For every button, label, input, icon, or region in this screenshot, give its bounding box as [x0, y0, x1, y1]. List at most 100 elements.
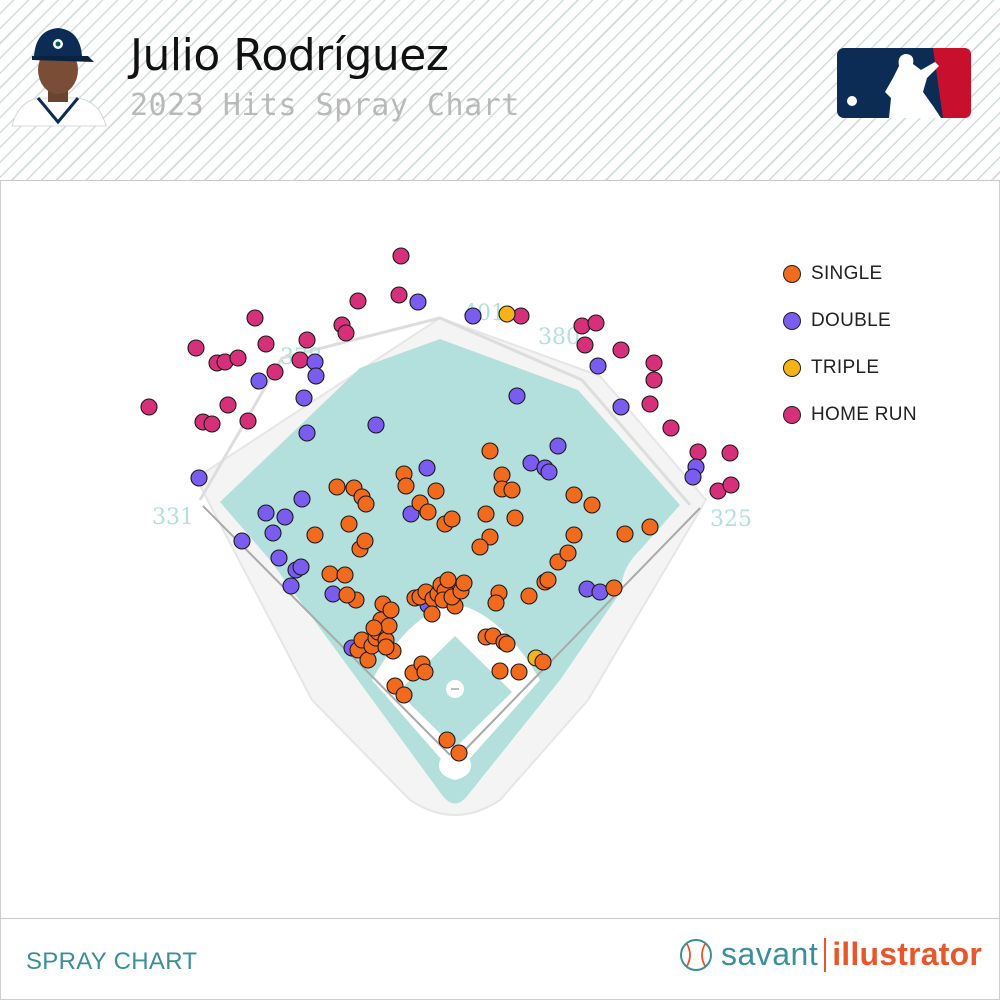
legend-swatch-single: [783, 264, 801, 283]
hit-point-single-50: [455, 574, 473, 592]
footer-divider: [0, 918, 1000, 919]
hit-point-single-25: [365, 619, 383, 637]
legend-swatch-double: [783, 311, 801, 330]
hit-point-double-3: [257, 504, 275, 522]
hit-point-home-run-21: [587, 314, 605, 332]
hit-point-triple-0: [498, 305, 516, 323]
legend-label-triple: TRIPLE: [811, 356, 880, 378]
hit-point-single-65: [498, 635, 516, 653]
fence-label-left-field: 331: [152, 505, 194, 530]
hit-point-single-77: [616, 525, 634, 543]
hit-point-double-30: [589, 357, 607, 375]
hit-point-single-46: [439, 571, 457, 589]
legend-swatch-home-run: [783, 405, 801, 424]
baseball-icon: [679, 938, 712, 971]
hit-point-single-21: [380, 617, 398, 635]
hit-point-double-14: [307, 367, 325, 385]
hit-point-home-run-16: [349, 292, 367, 310]
hit-point-single-70: [539, 571, 557, 589]
hit-point-home-run-29: [721, 444, 739, 462]
legend-item-single: SINGLE: [783, 250, 917, 297]
legend-label-double: DOUBLE: [811, 309, 891, 331]
hit-point-single-58: [503, 481, 521, 499]
hit-point-double-29: [591, 583, 609, 601]
hit-point-home-run-17: [390, 286, 408, 304]
hit-point-single-3: [336, 566, 354, 584]
fence-label-right-center: 380: [538, 325, 580, 350]
hit-point-single-10: [357, 495, 375, 513]
hit-point-single-78: [641, 518, 659, 536]
hit-point-home-run-13: [298, 331, 316, 349]
hit-point-single-33: [397, 477, 415, 495]
hit-point-single-55: [481, 442, 499, 460]
hit-point-single-22: [382, 601, 400, 619]
hit-point-single-76: [605, 579, 623, 597]
hit-point-double-26: [540, 463, 558, 481]
hit-point-double-0: [190, 469, 208, 487]
hit-point-single-51: [423, 605, 441, 623]
hit-point-double-33: [684, 468, 702, 486]
hit-point-single-74: [565, 486, 583, 504]
hit-point-home-run-6: [219, 396, 237, 414]
hit-point-home-run-19: [512, 307, 530, 325]
hit-point-double-18: [402, 505, 420, 523]
fence-label-right-field: 325: [710, 507, 752, 532]
hit-point-double-23: [508, 387, 526, 405]
hit-point-single-36: [427, 482, 445, 500]
hit-point-double-9: [292, 558, 310, 576]
hit-point-single-75: [583, 496, 601, 514]
hit-point-home-run-23: [612, 341, 630, 359]
hit-point-double-19: [409, 293, 427, 311]
hit-point-single-68: [520, 587, 538, 605]
hit-point-home-run-11: [266, 363, 284, 381]
hit-point-single-27: [395, 686, 413, 704]
hit-point-single-54: [471, 538, 489, 556]
legend-item-home-run: HOME RUN: [783, 391, 917, 438]
hit-point-home-run-0: [140, 398, 158, 416]
hit-point-home-run-9: [246, 309, 264, 327]
hit-points: [140, 247, 740, 762]
player-headshot: [11, 28, 107, 127]
hit-point-home-run-8: [239, 412, 257, 430]
legend-swatch-triple: [783, 358, 801, 377]
hit-point-double-11: [295, 389, 313, 407]
hit-point-single-72: [559, 544, 577, 562]
hit-point-single-9: [356, 532, 374, 550]
hit-point-single-2: [328, 478, 346, 496]
hit-point-single-24: [377, 638, 395, 656]
hit-point-single-52: [477, 505, 495, 523]
hit-point-home-run-15: [337, 324, 355, 342]
hit-point-single-79: [534, 653, 552, 671]
hit-point-home-run-18: [392, 247, 410, 265]
hit-point-single-11: [338, 586, 356, 604]
hit-point-home-run-25: [645, 371, 663, 389]
hit-point-single-4: [340, 515, 358, 533]
hit-point-home-run-31: [722, 476, 740, 494]
hit-point-single-35: [419, 503, 437, 521]
hit-point-home-run-26: [641, 395, 659, 413]
hit-point-home-run-1: [187, 339, 205, 357]
right-foul-line: [459, 507, 701, 756]
hit-point-home-run-27: [662, 419, 680, 437]
hit-point-home-run-28: [689, 443, 707, 461]
hit-point-single-38: [443, 510, 461, 528]
outfield-wall: [198, 316, 692, 506]
hit-point-home-run-12: [291, 351, 309, 369]
mlb-logo: [837, 48, 971, 118]
footer-section-label: SPRAY CHART: [26, 948, 198, 975]
hit-point-home-run-7: [229, 349, 247, 367]
hit-point-double-17: [367, 416, 385, 434]
hit-point-single-1: [321, 565, 339, 583]
hit-point-double-2: [250, 372, 268, 390]
hit-point-double-5: [270, 549, 288, 567]
legend-item-double: DOUBLE: [783, 297, 917, 344]
legend-label-single: SINGLE: [811, 262, 883, 284]
hit-point-single-67: [510, 663, 528, 681]
legend: SINGLE DOUBLE TRIPLE HOME RUN: [783, 250, 917, 438]
savant-illustrator-brand: savant illustrator: [679, 936, 982, 973]
player-name: Julio Rodríguez: [130, 30, 449, 81]
hit-point-single-73: [565, 526, 583, 544]
hit-point-double-22: [464, 307, 482, 325]
hit-point-single-59: [506, 509, 524, 527]
legend-label-home-run: HOME RUN: [811, 403, 917, 425]
